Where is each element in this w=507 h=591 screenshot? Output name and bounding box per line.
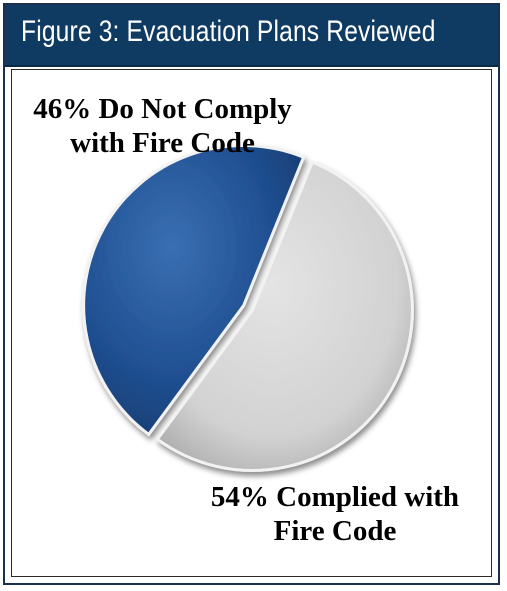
figure-title: Figure 3: Evacuation Plans Reviewed (21, 15, 436, 48)
slice-label-do-not-comply: 46% Do Not Comply with Fire Code (20, 92, 305, 160)
pie-slice-complied (155, 160, 414, 472)
slice-label-line: 54% Complied with (210, 481, 460, 513)
slice-label-line: 46% Do Not Comply (33, 93, 292, 125)
slice-label-line: with Fire Code (70, 127, 255, 159)
slice-label-line: Fire Code (273, 515, 397, 547)
figure-header: Figure 3: Evacuation Plans Reviewed (5, 5, 498, 67)
slice-label-complied: 54% Complied with Fire Code (190, 480, 480, 548)
pie-slice-do-not-comply (82, 144, 306, 437)
chart-area-border (11, 69, 492, 577)
